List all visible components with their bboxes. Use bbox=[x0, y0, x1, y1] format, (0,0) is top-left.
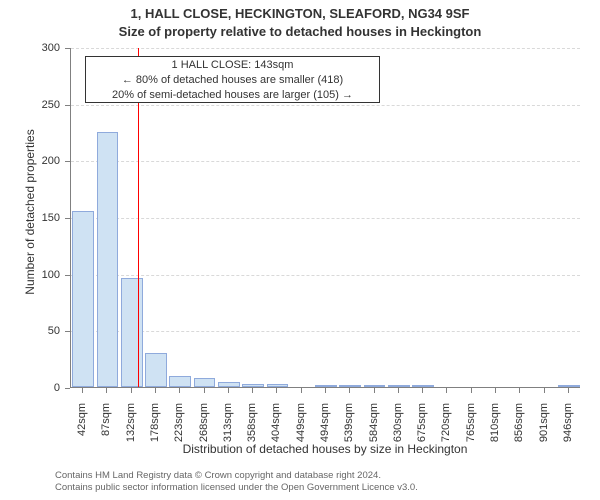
x-tick-label: 358sqm bbox=[246, 403, 258, 463]
gridline bbox=[71, 218, 580, 219]
y-tick bbox=[65, 331, 70, 332]
x-tick-label: 630sqm bbox=[392, 403, 404, 463]
histogram-bar bbox=[558, 385, 580, 387]
x-tick-label: 449sqm bbox=[295, 403, 307, 463]
histogram-bar bbox=[267, 384, 289, 387]
histogram-bar bbox=[364, 385, 386, 387]
y-tick bbox=[65, 275, 70, 276]
x-tick-label: 132sqm bbox=[125, 403, 137, 463]
x-tick-label: 87sqm bbox=[100, 403, 112, 463]
x-tick bbox=[179, 388, 180, 393]
histogram-bar bbox=[412, 385, 434, 387]
x-tick bbox=[301, 388, 302, 393]
x-tick-label: 584sqm bbox=[368, 403, 380, 463]
x-tick-label: 856sqm bbox=[513, 403, 525, 463]
y-tick-label: 150 bbox=[30, 212, 60, 224]
x-tick bbox=[374, 388, 375, 393]
annotation-line: 1 HALL CLOSE: 143sqm bbox=[86, 58, 379, 73]
x-tick-label: 539sqm bbox=[343, 403, 355, 463]
x-tick bbox=[106, 388, 107, 393]
x-tick bbox=[228, 388, 229, 393]
gridline bbox=[71, 275, 580, 276]
x-tick bbox=[544, 388, 545, 393]
x-tick-label: 901sqm bbox=[538, 403, 550, 463]
y-tick bbox=[65, 388, 70, 389]
x-tick bbox=[471, 388, 472, 393]
x-tick bbox=[252, 388, 253, 393]
x-tick bbox=[446, 388, 447, 393]
y-tick-label: 0 bbox=[30, 382, 60, 394]
y-tick bbox=[65, 161, 70, 162]
histogram-bar bbox=[388, 385, 410, 387]
x-tick-label: 494sqm bbox=[319, 403, 331, 463]
histogram-bar bbox=[339, 385, 361, 387]
histogram-bar bbox=[145, 353, 167, 387]
gridline bbox=[71, 331, 580, 332]
histogram-bar bbox=[242, 384, 264, 387]
histogram-bar bbox=[169, 376, 191, 387]
y-tick bbox=[65, 218, 70, 219]
annotation-box: 1 HALL CLOSE: 143sqm← 80% of detached ho… bbox=[85, 56, 380, 103]
x-tick-label: 404sqm bbox=[270, 403, 282, 463]
x-tick bbox=[131, 388, 132, 393]
x-tick bbox=[495, 388, 496, 393]
histogram-bar bbox=[194, 378, 216, 387]
x-tick bbox=[568, 388, 569, 393]
x-tick bbox=[276, 388, 277, 393]
annotation-line: ← 80% of detached houses are smaller (41… bbox=[86, 73, 379, 88]
x-tick-label: 765sqm bbox=[465, 403, 477, 463]
y-tick bbox=[65, 48, 70, 49]
x-tick bbox=[519, 388, 520, 393]
gridline bbox=[71, 48, 580, 49]
x-tick bbox=[155, 388, 156, 393]
x-tick bbox=[422, 388, 423, 393]
gridline bbox=[71, 161, 580, 162]
x-tick-label: 42sqm bbox=[76, 403, 88, 463]
x-tick-label: 178sqm bbox=[149, 403, 161, 463]
y-tick-label: 100 bbox=[30, 269, 60, 281]
x-tick-label: 946sqm bbox=[562, 403, 574, 463]
x-tick-label: 223sqm bbox=[173, 403, 185, 463]
x-tick-label: 720sqm bbox=[440, 403, 452, 463]
footer-attribution: Contains HM Land Registry data © Crown c… bbox=[55, 470, 418, 494]
y-tick-label: 50 bbox=[30, 325, 60, 337]
gridline bbox=[71, 105, 580, 106]
x-tick-label: 675sqm bbox=[416, 403, 428, 463]
histogram-bar bbox=[218, 382, 240, 387]
x-tick bbox=[325, 388, 326, 393]
x-tick-label: 810sqm bbox=[489, 403, 501, 463]
y-tick-label: 250 bbox=[30, 99, 60, 111]
x-tick-label: 313sqm bbox=[222, 403, 234, 463]
x-tick bbox=[349, 388, 350, 393]
x-tick-label: 268sqm bbox=[198, 403, 210, 463]
y-tick-label: 300 bbox=[30, 42, 60, 54]
chart-title-line1: 1, HALL CLOSE, HECKINGTON, SLEAFORD, NG3… bbox=[0, 6, 600, 21]
x-tick bbox=[398, 388, 399, 393]
histogram-bar bbox=[121, 278, 143, 387]
histogram-bar bbox=[315, 385, 337, 387]
histogram-bar bbox=[72, 211, 94, 387]
y-tick-label: 200 bbox=[30, 155, 60, 167]
y-tick bbox=[65, 105, 70, 106]
annotation-line: 20% of semi-detached houses are larger (… bbox=[86, 88, 379, 103]
histogram-bar bbox=[97, 132, 119, 387]
chart-title-line2: Size of property relative to detached ho… bbox=[0, 24, 600, 39]
x-tick bbox=[82, 388, 83, 393]
x-tick bbox=[204, 388, 205, 393]
